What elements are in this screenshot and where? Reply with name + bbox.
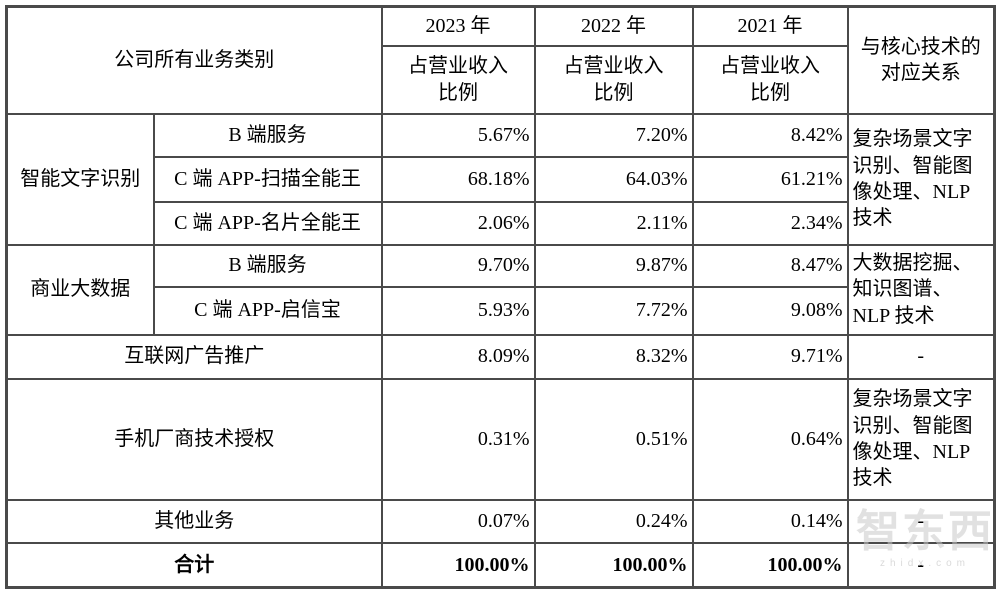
value-2023: 5.67%	[380, 112, 536, 158]
value-2021: 9.71%	[691, 333, 849, 380]
table-row: C 端 APP-名片全能王 2.06% 2.11% 2.34%	[7, 200, 995, 246]
value-2022: 0.24%	[533, 498, 694, 544]
table-row: C 端 APP-扫描全能王 68.18% 64.03% 61.21%	[7, 155, 995, 203]
value-2022: 0.51%	[533, 377, 694, 501]
subcategory-label: C 端 APP-扫描全能王	[152, 155, 383, 203]
total-2023: 100.00%	[380, 541, 536, 589]
total-2021: 100.00%	[691, 541, 849, 589]
table-row: 互联网广告推广 8.09% 8.32% 9.71% -	[5, 333, 996, 380]
total-label: 合计	[5, 541, 383, 589]
total-2022: 100.00%	[533, 541, 694, 589]
value-2021: 8.47%	[691, 243, 849, 288]
tech-relation-text: 复杂场景文字 识别、智能图 像处理、NLP 技术	[846, 377, 996, 501]
value-2022: 7.72%	[533, 285, 694, 336]
business-revenue-table: 公司所有业务类别 2023 年 2022 年 2021 年 与核心技术的 对应关…	[5, 5, 996, 589]
value-2023: 8.09%	[380, 333, 536, 380]
subcategory-label: B 端服务	[152, 112, 383, 158]
group-intelligent-text-recognition: 智能文字识别	[5, 112, 155, 246]
subcategory-label: C 端 APP-启信宝	[152, 285, 383, 336]
table-row: 其他业务 0.07% 0.24% 0.14% -	[5, 498, 996, 544]
table-row: C 端 APP-启信宝 5.93% 7.72% 9.08%	[7, 285, 995, 336]
value-2023: 0.31%	[380, 377, 536, 501]
value-2023: 68.18%	[380, 155, 536, 203]
header-year-2023: 2023 年	[380, 5, 536, 47]
tech-relation-dash: -	[846, 498, 996, 544]
category-other-business: 其他业务	[5, 498, 383, 544]
header-share-2023: 占营业收入 比例	[380, 44, 536, 115]
header-share-2022: 占营业收入 比例	[533, 44, 694, 115]
table-row: 智能文字识别 B 端服务 5.67% 7.20% 8.42% 复杂场景文字 识别…	[5, 112, 996, 246]
category-internet-advertising: 互联网广告推广	[5, 333, 383, 380]
header-year-2021: 2021 年	[691, 5, 849, 47]
value-2022: 64.03%	[533, 155, 694, 203]
value-2021: 0.14%	[691, 498, 849, 544]
value-2022: 8.32%	[533, 333, 694, 380]
value-2021: 9.08%	[691, 285, 849, 336]
value-2022: 9.87%	[533, 243, 694, 288]
group-business-big-data: 商业大数据	[5, 243, 155, 336]
table-row: 手机厂商技术授权 0.31% 0.51% 0.64% 复杂场景文字 识别、智能图…	[5, 377, 996, 501]
value-2023: 0.07%	[380, 498, 536, 544]
value-2021: 8.42%	[691, 112, 849, 158]
value-2021: 0.64%	[691, 377, 849, 501]
table-row-total: 合计 100.00% 100.00% 100.00% -	[5, 541, 996, 589]
value-2022: 2.11%	[533, 200, 694, 246]
tech-relation-text: 复杂场景文字 识别、智能图 像处理、NLP 技术	[846, 112, 996, 246]
header-category: 公司所有业务类别	[5, 5, 383, 115]
total-tech-dash: -	[846, 541, 996, 589]
category-phone-maker-licensing: 手机厂商技术授权	[5, 377, 383, 501]
value-2023: 5.93%	[380, 285, 536, 336]
subcategory-label: B 端服务	[152, 243, 383, 288]
subcategory-label: C 端 APP-名片全能王	[152, 200, 383, 246]
value-2021: 61.21%	[691, 155, 849, 203]
header-tech-relation: 与核心技术的 对应关系	[846, 5, 996, 115]
table-row: 商业大数据 B 端服务 9.70% 9.87% 8.47% 大数据挖掘、 知识图…	[5, 243, 996, 336]
tech-relation-dash: -	[846, 333, 996, 380]
header-share-2021: 占营业收入 比例	[691, 44, 849, 115]
value-2022: 7.20%	[533, 112, 694, 158]
value-2021: 2.34%	[691, 200, 849, 246]
tech-relation-text: 大数据挖掘、 知识图谱、 NLP 技术	[846, 243, 996, 336]
value-2023: 9.70%	[380, 243, 536, 288]
header-year-2022: 2022 年	[533, 5, 694, 47]
value-2023: 2.06%	[380, 200, 536, 246]
